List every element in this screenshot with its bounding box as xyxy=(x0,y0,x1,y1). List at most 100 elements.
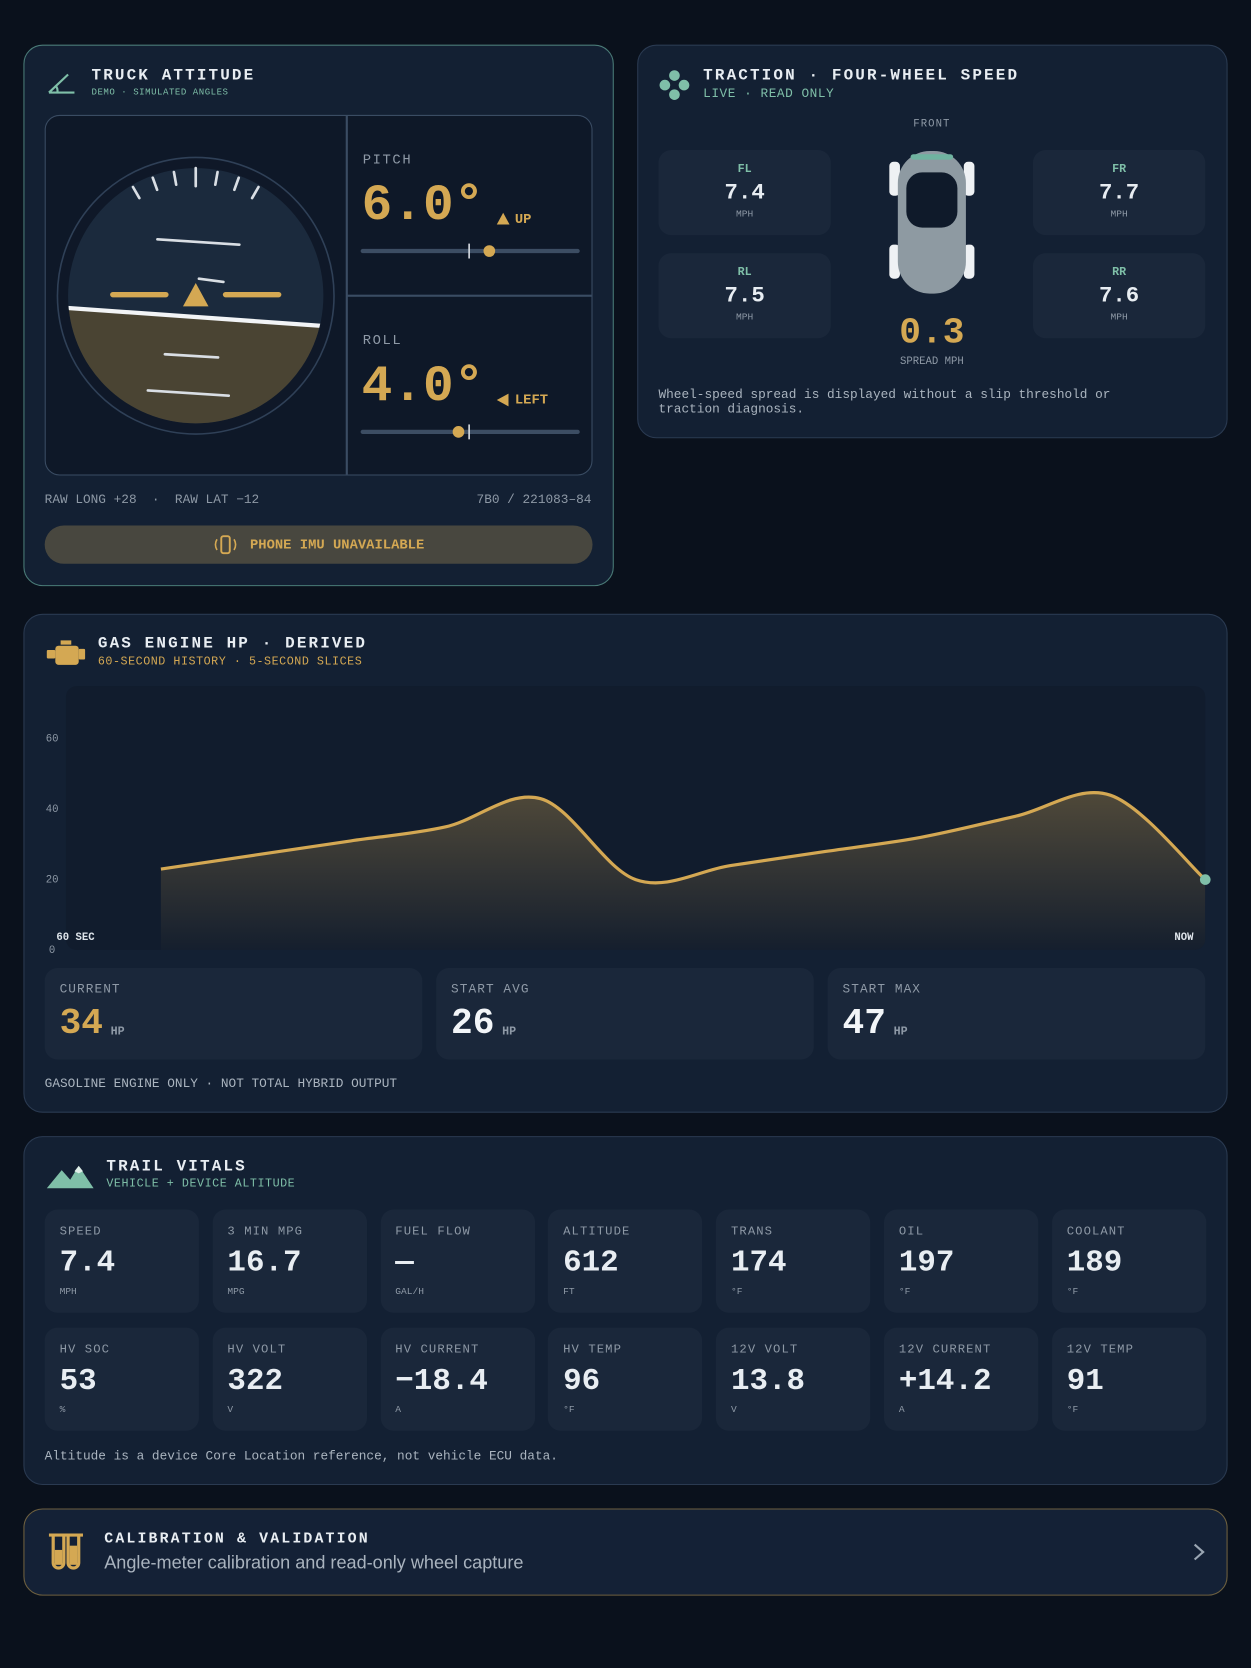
stat-value: 47 xyxy=(842,1004,886,1045)
wheel-unit: MPH xyxy=(1110,209,1128,220)
vital-unit: A xyxy=(898,1404,905,1416)
vital-tile xyxy=(44,1327,199,1431)
front-label: FRONT xyxy=(913,119,951,131)
y-tick-label: 60 xyxy=(46,734,59,746)
hp-chart: 0 20 40 60 60 SEC NOW xyxy=(46,686,1211,957)
wheel-tile xyxy=(1032,149,1206,236)
vital-label: 12V TEMP xyxy=(1066,1342,1135,1357)
vitals-note: Altitude is a device Core Location refer… xyxy=(44,1448,558,1464)
vital-label: ALTITUDE xyxy=(563,1224,631,1239)
vital-label: TRANS xyxy=(731,1224,774,1239)
vital-value: 189 xyxy=(1066,1245,1123,1281)
engine-note: GASOLINE ENGINE ONLY · NOT TOTAL HYBRID … xyxy=(44,1076,398,1092)
wheel-speed: 7.5 xyxy=(724,284,765,310)
vital-tile xyxy=(548,1209,703,1313)
traction-note: Wheel-speed spread is displayed without … xyxy=(658,387,1111,418)
roll-direction-icon xyxy=(496,393,509,407)
vital-value: 322 xyxy=(227,1363,283,1399)
spread-value: 0.3 xyxy=(899,313,965,355)
vital-unit: MPH xyxy=(59,1286,77,1298)
divider xyxy=(345,115,348,475)
roll-value: 4.0° xyxy=(361,358,485,416)
card-subtitle: VEHICLE + DEVICE ALTITUDE xyxy=(106,1178,296,1191)
card-title: TRAIL VITALS xyxy=(106,1157,247,1177)
vital-label: 12V VOLT xyxy=(731,1342,799,1357)
vital-value: 13.8 xyxy=(731,1363,806,1399)
roll-slider xyxy=(360,424,580,440)
chart-title: GAS ENGINE HP · DERIVED xyxy=(97,634,368,653)
card-title: TRACTION · FOUR-WHEEL SPEED xyxy=(703,66,1020,85)
vital-value: 53 xyxy=(59,1363,97,1399)
wheel-speed: 7.4 xyxy=(724,181,765,206)
wheel-tile xyxy=(658,149,831,236)
vital-tile xyxy=(380,1209,535,1313)
x-tick-label: NOW xyxy=(1174,932,1194,944)
vital-value: 7.4 xyxy=(59,1245,116,1281)
vital-value: 612 xyxy=(563,1245,619,1281)
y-tick-label: 0 xyxy=(49,945,55,957)
wheel-speed: 7.7 xyxy=(1098,181,1140,206)
hp-line xyxy=(160,791,1206,885)
vital-value: — xyxy=(395,1245,414,1281)
vital-value: 197 xyxy=(898,1245,955,1281)
vital-label: SPEED xyxy=(59,1224,102,1239)
vital-label: HV VOLT xyxy=(227,1342,287,1357)
vital-tile xyxy=(1051,1209,1207,1313)
vital-value: −18.4 xyxy=(395,1363,488,1399)
card-subtitle: LIVE · READ ONLY xyxy=(703,86,835,102)
vital-unit: MPG xyxy=(227,1286,245,1298)
test-tube-icon xyxy=(48,1533,83,1570)
wheel-unit: MPH xyxy=(1110,312,1128,323)
stat-label: CURRENT xyxy=(59,981,121,997)
vital-value: 174 xyxy=(731,1245,787,1281)
vital-unit: A xyxy=(395,1404,402,1416)
calibration-card[interactable] xyxy=(23,1508,1228,1596)
pitch-direction-icon xyxy=(496,212,510,225)
source-code: 7B0 / 221083–84 xyxy=(476,492,592,508)
imu-status: PHONE IMU UNAVAILABLE xyxy=(249,536,425,553)
wheel-tile xyxy=(1032,253,1206,339)
vital-label: 3 MIN MPG xyxy=(227,1224,304,1239)
vital-unit: % xyxy=(59,1404,66,1416)
vital-label: HV SOC xyxy=(59,1342,111,1357)
stat-tile xyxy=(827,968,1206,1060)
vital-value: +14.2 xyxy=(898,1363,992,1399)
chevron[interactable] xyxy=(1192,1542,1205,1561)
vital-tile xyxy=(1051,1327,1207,1431)
vital-tile xyxy=(716,1327,871,1431)
vital-tile xyxy=(380,1327,535,1431)
wheel-unit: MPH xyxy=(736,209,754,220)
vital-unit: FT xyxy=(563,1286,575,1298)
roll-label: ROLL xyxy=(362,332,403,349)
vital-tile xyxy=(716,1209,871,1313)
vital-unit: °F xyxy=(563,1404,575,1416)
vital-label: 12V CURRENT xyxy=(898,1342,992,1357)
spread-label: SPREAD MPH xyxy=(899,356,964,369)
vital-tile xyxy=(44,1209,199,1313)
vital-tile xyxy=(548,1327,703,1431)
wheel-position: FL xyxy=(737,163,752,177)
vital-unit: V xyxy=(731,1404,737,1416)
pitch-slider xyxy=(360,243,580,259)
vital-unit: GAL/H xyxy=(395,1286,425,1298)
plot-layer xyxy=(160,791,1206,950)
vital-unit: °F xyxy=(898,1286,911,1298)
wheel-position: RL xyxy=(737,266,752,280)
phone-icon xyxy=(214,535,237,555)
vital-label: HV TEMP xyxy=(563,1342,622,1357)
vital-unit: °F xyxy=(1066,1286,1079,1298)
vital-label: COOLANT xyxy=(1066,1224,1126,1239)
stat-tile xyxy=(436,968,814,1060)
vital-unit: °F xyxy=(1066,1404,1079,1416)
divider xyxy=(346,294,592,297)
engine-icon xyxy=(46,640,86,665)
mountain-icon xyxy=(46,1165,94,1189)
card-title: CALIBRATION & VALIDATION xyxy=(104,1530,370,1548)
y-tick-label: 40 xyxy=(46,804,59,816)
stat-label: START MAX xyxy=(842,981,922,997)
vital-tile xyxy=(212,1327,367,1431)
roll-direction: LEFT xyxy=(514,392,549,408)
imu-status-button[interactable] xyxy=(44,525,593,564)
pitch-label: PITCH xyxy=(362,151,413,168)
